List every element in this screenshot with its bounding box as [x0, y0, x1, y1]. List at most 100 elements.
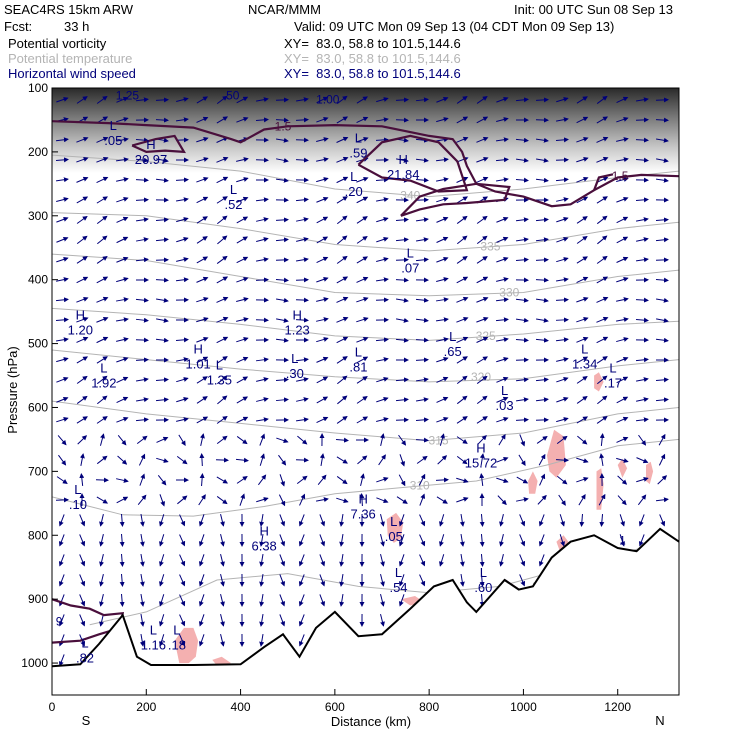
wind-vector-531: [436, 356, 449, 363]
annotation-letter-19: L: [74, 482, 81, 497]
wind-vector-371: [316, 297, 329, 302]
wind-vector-357: [298, 574, 305, 587]
wind-vector-753: [617, 495, 627, 506]
wind-vector-11: [55, 317, 69, 323]
wind-vector-47: [79, 453, 85, 466]
wind-vector-75: [96, 455, 108, 465]
x-tick-label-400: 400: [231, 700, 251, 714]
wind-vector-364: [316, 157, 329, 163]
wind-vector-569: [476, 136, 489, 143]
wind-vector-285: [256, 237, 269, 242]
wind-vector-500: [415, 237, 429, 243]
wind-vector-396: [336, 276, 349, 284]
wind-vector-34: [76, 196, 89, 204]
wind-vector-528: [435, 297, 449, 303]
wind-vector-219: [198, 594, 205, 607]
annotation-letter-9: L: [449, 329, 456, 344]
wind-vector-198: [196, 176, 209, 183]
wind-vector-206: [196, 336, 209, 343]
wind-vector-772: [635, 417, 649, 423]
wind-vector-441: [375, 117, 389, 123]
wind-vector-136: [139, 614, 145, 627]
wind-vector-793: [655, 377, 669, 383]
wind-vector-61: [96, 176, 109, 183]
wind-vector-363: [316, 137, 329, 142]
wind-vector-321: [275, 397, 289, 403]
wind-vector-413: [356, 96, 368, 104]
wind-vector-452: [375, 337, 389, 343]
wind-vector-243: [220, 514, 225, 527]
annotation-letter-10: L: [581, 342, 588, 357]
wind-vector-92: [116, 256, 129, 263]
wind-vector-43: [76, 375, 88, 384]
wind-vector-769: [635, 357, 649, 363]
annotation-letter-23: L: [395, 565, 402, 580]
wind-vector-479: [395, 337, 409, 343]
wind-vector-39: [76, 296, 89, 303]
wind-vector-44: [76, 395, 88, 404]
wind-vector-291: [255, 357, 269, 363]
wind-vector-38: [76, 276, 89, 284]
wind-vector-399: [336, 336, 349, 344]
annotation-letter-3: L: [355, 131, 362, 146]
wind-vector-202: [196, 256, 209, 264]
wind-vector-564: [459, 533, 465, 547]
annotation-value-18: 15.72: [465, 456, 498, 471]
pv-contour-0: [52, 120, 679, 208]
wind-vector-334: [295, 117, 309, 123]
wind-vector-646: [535, 177, 549, 183]
wind-vector-666: [556, 97, 569, 103]
wind-vector-616: [499, 554, 504, 567]
wind-vector-244: [220, 534, 225, 547]
wind-vector-535: [439, 433, 445, 446]
wind-vector-362: [316, 116, 329, 123]
wind-vector-580: [476, 356, 488, 364]
annotation-value-11: 1.01: [185, 357, 210, 372]
wind-vector-289: [255, 317, 269, 323]
wind-vector-115: [135, 197, 149, 203]
wind-vector-134: [139, 574, 145, 587]
wind-vector-761: [635, 197, 649, 203]
wind-vector-265: [236, 396, 249, 404]
wind-vector-417: [356, 176, 369, 183]
wind-vector-248: [220, 614, 225, 627]
wind-vector-540: [439, 534, 445, 547]
annotation-letter-7: H: [76, 308, 85, 323]
wind-vector-269: [236, 476, 248, 484]
wind-vector-139: [155, 117, 169, 123]
wind-vector-99: [116, 396, 129, 404]
wind-vector-427: [356, 376, 368, 384]
wind-vector-152: [155, 377, 169, 383]
wind-vector-155: [156, 436, 169, 443]
wind-vector-29: [76, 96, 88, 104]
wind-vector-372: [316, 317, 329, 323]
wind-vector-162: [159, 574, 165, 587]
wind-vector-402: [337, 395, 348, 405]
valid-time: Valid: 09 UTC Mon 09 Sep 13 (04 CDT Mon …: [294, 19, 615, 34]
wind-vector-292: [256, 377, 269, 382]
wind-vector-614: [499, 514, 504, 527]
wind-vector-344: [295, 317, 309, 323]
y-axis-label: Pressure (hPa): [5, 346, 20, 433]
wind-vector-386: [319, 594, 326, 607]
wind-vector-527: [436, 277, 449, 282]
wind-vector-731: [598, 493, 606, 506]
wind-vector-392: [336, 196, 348, 204]
wind-vector-161: [159, 554, 165, 567]
wind-vector-193: [179, 634, 186, 647]
wind-vector-447: [376, 236, 389, 243]
annotation-value-16: .17: [604, 376, 622, 391]
wind-vector-16: [56, 417, 69, 423]
wind-vector-242: [216, 496, 228, 505]
annotation-value-13: 1.35: [207, 373, 232, 388]
wind-vector-303: [259, 594, 265, 607]
wind-vector-681: [556, 396, 569, 403]
wind-vector-353: [299, 493, 306, 506]
wind-vector-98: [116, 376, 129, 383]
wind-vector-23: [58, 554, 65, 567]
wind-vector-401: [337, 375, 348, 385]
annotation-value-19: .10: [69, 497, 87, 512]
extra-label-4: 9: [56, 615, 63, 629]
wind-vector-250: [236, 96, 249, 104]
wind-vector-489: [398, 534, 405, 547]
